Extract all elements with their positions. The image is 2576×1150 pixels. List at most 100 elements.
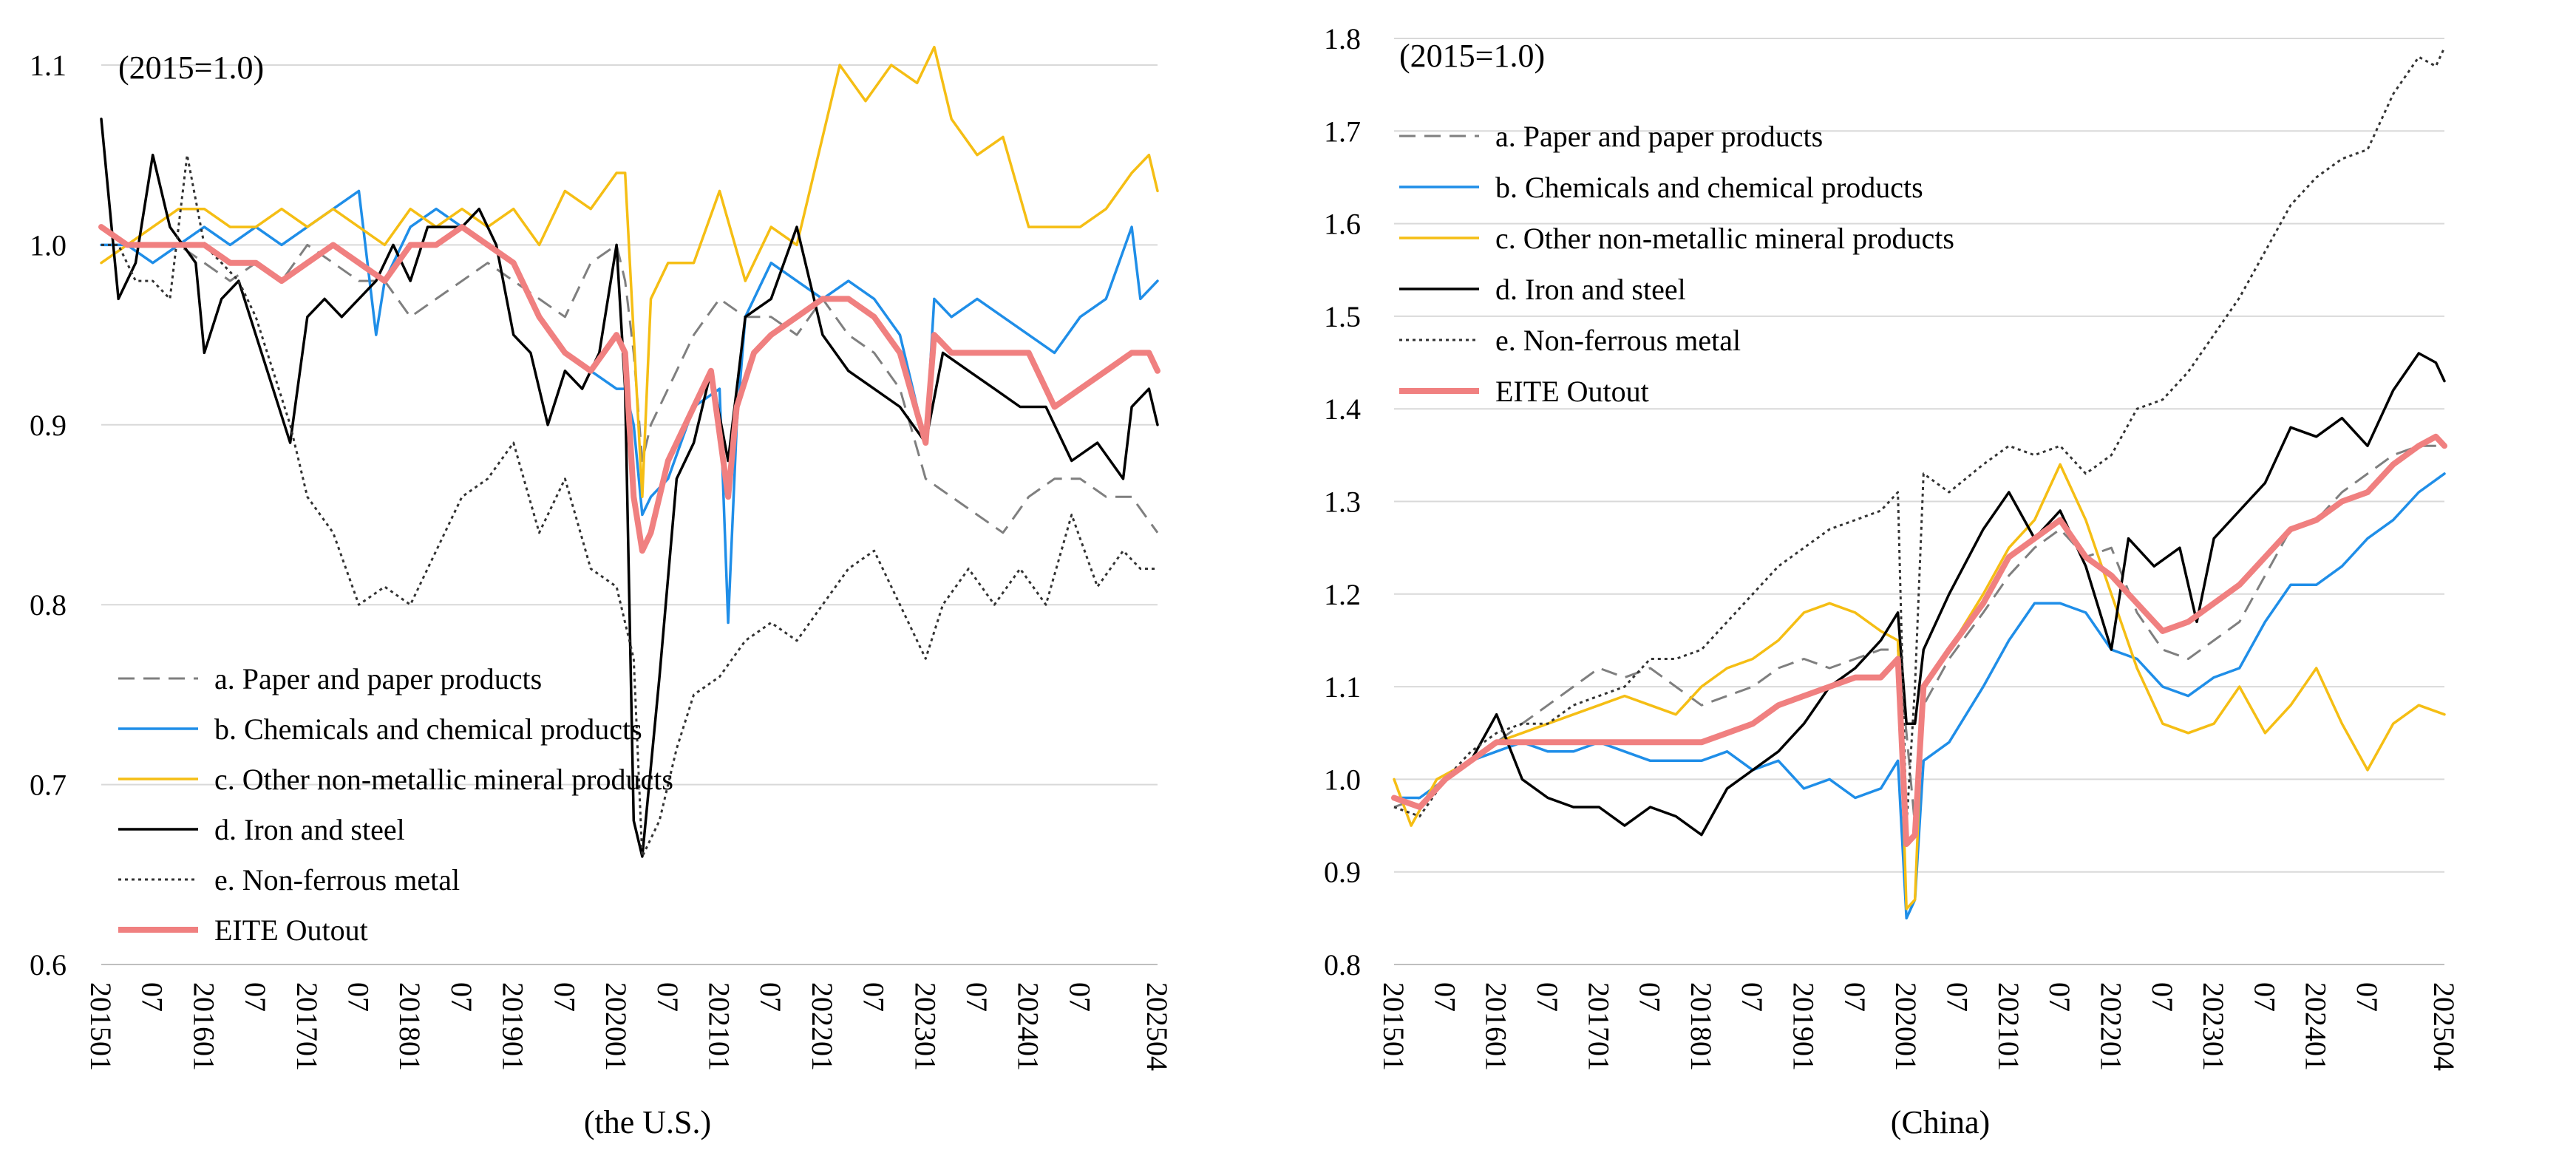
chart-us: 0.6 0.7 0.8 0.9 1.0 1.1 201501 07 201601 07 201701… <box>30 45 1174 1140</box>
x-tick-label: 201501 <box>1377 982 1410 1071</box>
legend-label: c. Other non-metallic mineral products <box>214 763 673 796</box>
legend-label: a. Paper and paper products <box>1495 120 1823 153</box>
x-tick-label: 07 <box>2043 982 2076 1012</box>
legend-item: e. Non-ferrous metal <box>1399 324 1741 357</box>
x-tick-label: 201501 <box>84 982 118 1071</box>
legend-item: c. Other non-metallic mineral products <box>1399 222 1954 255</box>
legend-item: c. Other non-metallic mineral products <box>118 763 673 796</box>
x-tick-label: 202101 <box>1992 982 2025 1071</box>
legend-item: EITE Outout <box>118 913 368 947</box>
y-tick-label: 1.0 <box>1324 763 1361 796</box>
series-line-5 <box>1391 433 2447 848</box>
series-line-0 <box>1393 444 2444 827</box>
y-tick-label: 0.8 <box>30 588 67 622</box>
y-tick-label: 1.7 <box>1324 115 1361 148</box>
base-year-note: (2015=1.0) <box>1399 38 1545 74</box>
legend-label: a. Paper and paper products <box>214 662 542 695</box>
x-tick-label: 201901 <box>1787 982 1821 1071</box>
y-tick-label: 1.4 <box>1324 392 1361 426</box>
x-tick-label: 07 <box>445 982 478 1012</box>
legend-item: a. Paper and paper products <box>118 662 542 695</box>
legend-item: a. Paper and paper products <box>1399 120 1823 153</box>
legend-item: d. Iron and steel <box>118 813 405 846</box>
x-tick-label: 07 <box>548 982 581 1012</box>
x-tick-label: 07 <box>2248 982 2281 1012</box>
x-tick-label: 07 <box>1531 982 1564 1012</box>
x-tick-label: 202101 <box>702 982 735 1071</box>
legend-item: b. Chemicals and chemical products <box>118 712 642 746</box>
x-tick-label: 202001 <box>599 982 633 1071</box>
x-tick-label: 202301 <box>908 982 942 1071</box>
series-line-2 <box>1393 463 2446 911</box>
series-lines <box>1391 47 2447 920</box>
x-tick-label: 202504 <box>1141 982 1174 1071</box>
x-tick-label: 201901 <box>497 982 530 1071</box>
x-tick-label: 07 <box>651 982 684 1012</box>
x-tick-label: 202301 <box>2197 982 2230 1071</box>
legend-item: d. Iron and steel <box>1399 273 1686 306</box>
y-tick-label: 1.1 <box>1324 670 1361 704</box>
legend: a. Paper and paper products b. Chemicals … <box>118 662 673 947</box>
series-line-4 <box>101 154 1158 858</box>
y-tick-label: 1.6 <box>1324 208 1361 241</box>
series-line-2 <box>100 45 1159 498</box>
y-tick-label: 1.0 <box>30 228 67 262</box>
legend-item: b. Chemicals and chemical products <box>1399 171 1923 204</box>
y-tick-label: 1.2 <box>1324 578 1361 611</box>
x-tick-label: 201801 <box>393 982 426 1071</box>
x-tick-label: 07 <box>1736 982 1769 1012</box>
series-line-3 <box>1393 352 2446 837</box>
legend-label: e. Non-ferrous metal <box>214 863 460 896</box>
series-line-1 <box>1393 472 2446 920</box>
y-tick-label: 0.7 <box>30 769 67 802</box>
x-tick-label: 07 <box>342 982 375 1012</box>
series-line-4 <box>1393 47 2446 827</box>
legend-item: e. Non-ferrous metal <box>118 863 460 896</box>
x-tick-label: 07 <box>1428 982 1461 1012</box>
x-tick-label: 07 <box>1063 982 1096 1012</box>
legend-label: EITE Outout <box>214 913 368 947</box>
series-lines <box>98 45 1160 858</box>
base-year-note: (2015=1.0) <box>118 50 264 86</box>
y-tick-label: 1.8 <box>1324 22 1361 55</box>
y-tick-label: 0.6 <box>30 948 67 981</box>
x-tick-label: 07 <box>960 982 993 1012</box>
x-tick-label: 201601 <box>1480 982 1513 1071</box>
x-tick-label: 07 <box>1838 982 1872 1012</box>
legend-label: EITE Outout <box>1495 375 1649 408</box>
x-tick-label: 201801 <box>1685 982 1718 1071</box>
x-tick-label: 07 <box>239 982 272 1012</box>
x-tick-label: 202201 <box>2094 982 2127 1071</box>
chart-title: (the U.S.) <box>584 1104 711 1140</box>
legend-label: c. Other non-metallic mineral products <box>1495 222 1954 255</box>
x-tick-label: 07 <box>2146 982 2179 1012</box>
chart-title: (China) <box>1891 1104 1990 1140</box>
legend-item: EITE Outout <box>1399 375 1649 408</box>
y-tick-label: 1.1 <box>30 49 67 82</box>
legend-label: b. Chemicals and chemical products <box>214 712 642 746</box>
x-tick-label: 202001 <box>1889 982 1923 1071</box>
legend-label: d. Iron and steel <box>214 813 405 846</box>
x-tick-label: 07 <box>1940 982 1974 1012</box>
x-tick-label: 201701 <box>290 982 324 1071</box>
y-tick-label: 0.9 <box>30 409 67 442</box>
x-tick-label: 202401 <box>1012 982 1045 1071</box>
x-tick-label: 07 <box>2351 982 2384 1012</box>
series-line-5 <box>98 224 1160 554</box>
x-tick-label: 07 <box>754 982 787 1012</box>
legend: a. Paper and paper products b. Chemicals … <box>1399 120 1954 408</box>
x-tick-label: 202504 <box>2427 982 2461 1071</box>
x-tick-label: 201701 <box>1582 982 1615 1071</box>
x-tick-label: 07 <box>136 982 169 1012</box>
x-tick-label: 07 <box>857 982 891 1012</box>
y-tick-label: 0.9 <box>1324 856 1361 889</box>
legend-label: d. Iron and steel <box>1495 273 1686 306</box>
legend-label: b. Chemicals and chemical products <box>1495 171 1923 204</box>
x-tick-label: 202201 <box>806 982 839 1071</box>
y-tick-label: 0.8 <box>1324 948 1361 981</box>
y-tick-label: 1.3 <box>1324 486 1361 519</box>
x-tick-label: 07 <box>1634 982 1667 1012</box>
x-tick-label: 201601 <box>187 982 220 1071</box>
y-tick-label: 1.5 <box>1324 300 1361 333</box>
